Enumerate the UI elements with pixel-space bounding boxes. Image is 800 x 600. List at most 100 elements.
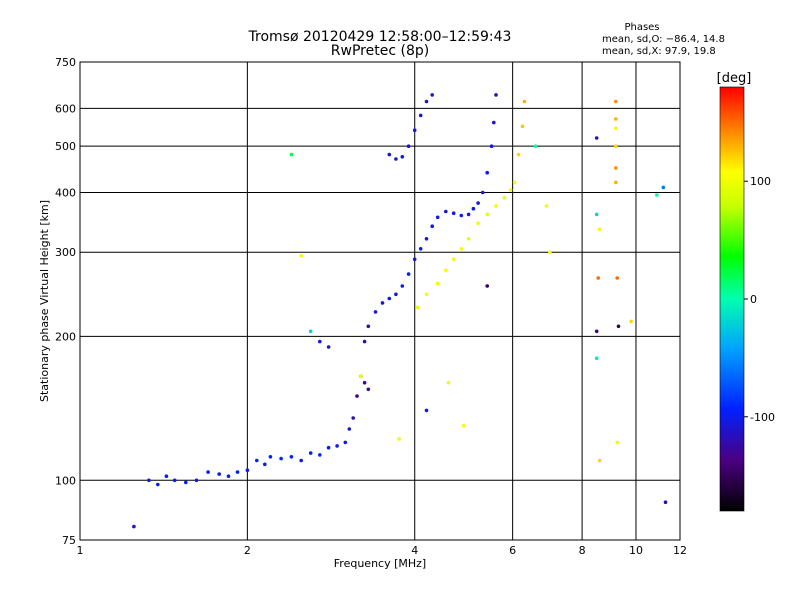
- data-point: [597, 458, 602, 463]
- data-point: [508, 188, 513, 192]
- data-point: [326, 345, 331, 349]
- y-tick-label: 400: [55, 186, 76, 199]
- data-point: [614, 144, 618, 148]
- data-point: [380, 301, 385, 305]
- data-point: [299, 253, 304, 258]
- data-point: [406, 144, 411, 148]
- data-point: [226, 474, 231, 479]
- data-point: [184, 480, 188, 485]
- data-point: [485, 170, 490, 175]
- x-axis-label: Frequency [MHz]: [334, 557, 426, 570]
- data-point: [351, 416, 356, 420]
- data-point: [466, 237, 471, 241]
- data-point: [663, 500, 668, 505]
- data-point: [459, 247, 464, 251]
- data-point: [516, 152, 521, 157]
- data-point: [412, 128, 417, 132]
- data-point: [268, 455, 273, 459]
- colorbar: [720, 87, 744, 511]
- data-point: [435, 215, 440, 220]
- data-point: [597, 227, 602, 232]
- data-point: [594, 329, 599, 334]
- data-point: [299, 458, 304, 463]
- data-point: [394, 157, 398, 161]
- data-point: [615, 440, 619, 445]
- data-point: [326, 445, 331, 450]
- data-point: [430, 224, 435, 228]
- data-point: [424, 292, 429, 297]
- data-point: [397, 437, 401, 441]
- data-point: [355, 394, 359, 398]
- data-point: [335, 444, 339, 448]
- y-tick-label: 300: [55, 246, 76, 259]
- data-point: [424, 99, 429, 104]
- y-tick-label: 200: [55, 330, 76, 343]
- data-point: [387, 296, 392, 301]
- data-point: [548, 250, 552, 254]
- data-point: [217, 472, 221, 476]
- data-point: [614, 166, 618, 170]
- x-tick-label: 1: [77, 544, 84, 557]
- data-point: [480, 190, 485, 195]
- colorbar-tick-label: -100: [750, 411, 775, 424]
- data-point: [415, 305, 420, 310]
- data-point: [446, 380, 451, 385]
- plot-frame: [79, 61, 681, 541]
- grid-lines: [80, 62, 680, 540]
- data-point: [400, 155, 405, 159]
- x-tick-label: 2: [244, 544, 251, 557]
- data-point: [308, 451, 313, 455]
- data-point: [476, 221, 480, 225]
- y-tick-label: 75: [62, 534, 76, 547]
- data-point: [289, 152, 294, 157]
- data-point: [366, 324, 371, 329]
- data-point: [451, 211, 456, 215]
- data-point: [459, 213, 464, 218]
- data-point: [594, 136, 599, 140]
- data-point: [471, 206, 476, 211]
- data-point: [308, 329, 313, 334]
- colorbar-ticks: 100 0 -100: [744, 175, 775, 424]
- chart-title: Tromsø 20120429 12:58:00–12:59:43: [248, 29, 512, 45]
- y-tick-labels: 75 100 200 300 400 500 600 750: [55, 56, 76, 547]
- data-point: [430, 93, 435, 97]
- data-point: [406, 272, 411, 276]
- chart-subtitle: RwPretec (8p): [331, 43, 429, 59]
- data-point: [485, 284, 490, 288]
- data-point: [466, 212, 471, 217]
- data-point: [359, 374, 363, 379]
- x-tick-label: 12: [673, 544, 687, 557]
- data-point: [147, 478, 151, 483]
- data-point: [476, 201, 480, 205]
- data-point: [318, 453, 322, 457]
- colorbar-tick-label: 0: [750, 293, 757, 306]
- data-point: [512, 180, 517, 185]
- data-point: [412, 257, 417, 262]
- data-point: [629, 319, 633, 324]
- data-point: [494, 204, 498, 208]
- data-points: [132, 93, 668, 529]
- colorbar-label: [deg]: [717, 71, 752, 86]
- data-point: [655, 193, 659, 197]
- data-point: [435, 281, 440, 286]
- x-tick-label: 10: [629, 544, 643, 557]
- stats-line-o: mean, sd,O: −86.4, 14.8: [602, 34, 725, 45]
- x-tick-label: 8: [579, 544, 586, 557]
- data-point: [492, 120, 496, 125]
- data-point: [615, 276, 619, 280]
- data-point: [362, 380, 367, 385]
- stats-heading: Phases: [624, 22, 659, 33]
- data-point: [172, 478, 177, 483]
- data-point: [194, 478, 199, 483]
- data-point: [520, 124, 525, 129]
- data-point: [343, 440, 348, 445]
- data-point: [254, 458, 259, 463]
- data-point: [616, 324, 621, 329]
- data-point: [544, 204, 549, 208]
- y-axis-label: Stationary phase Virtual Height [km]: [38, 200, 51, 402]
- data-point: [418, 247, 423, 251]
- data-point: [418, 113, 423, 118]
- data-point: [362, 339, 367, 344]
- data-point: [245, 468, 250, 473]
